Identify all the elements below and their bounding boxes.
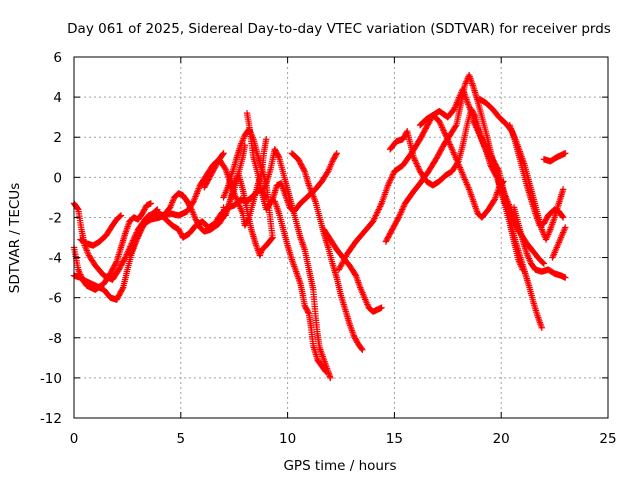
data-point <box>562 224 569 231</box>
data-point <box>559 213 566 220</box>
data-point <box>358 345 365 353</box>
data-point <box>372 212 380 219</box>
y-tick-label: -6 <box>49 291 62 307</box>
data-point <box>263 136 270 143</box>
y-tick-label: -4 <box>49 251 62 267</box>
series-arc-17 <box>416 111 507 221</box>
series-arc-13 <box>320 226 385 315</box>
data-point <box>369 218 377 225</box>
data-point <box>187 204 194 212</box>
x-tick-label: 25 <box>599 431 616 447</box>
data-point <box>74 205 81 212</box>
data-point <box>378 304 385 311</box>
data-point <box>300 166 308 174</box>
data-point <box>333 150 340 157</box>
data-point <box>493 172 500 180</box>
data-point <box>220 204 227 211</box>
data-point <box>562 150 569 157</box>
data-point <box>394 215 402 222</box>
data-point <box>322 368 330 376</box>
data-point <box>112 259 120 267</box>
data-point <box>121 255 128 263</box>
data-point <box>471 112 479 120</box>
data-point <box>374 207 382 215</box>
axis-ticks <box>73 56 609 419</box>
x-axis-label: GPS time / hours <box>283 458 396 474</box>
data-point <box>220 150 227 157</box>
series-arc-22 <box>540 150 569 165</box>
data-point <box>268 197 276 204</box>
plot-frame <box>73 56 609 419</box>
y-tick-label: 2 <box>53 130 62 146</box>
y-tick-label: -8 <box>49 331 62 347</box>
data-point <box>375 206 382 213</box>
data-point <box>377 201 385 209</box>
y-axis-label: SDTVAR / TECUs <box>7 183 23 293</box>
data-point <box>490 197 498 204</box>
series-arc-11 <box>271 198 330 376</box>
data-point <box>305 309 312 316</box>
y-tick-label: 0 <box>53 170 62 186</box>
chart-title: Day 061 of 2025, Sidereal Day-to-day VTE… <box>67 21 611 37</box>
y-tick-label: -2 <box>49 210 62 226</box>
data-point <box>359 346 366 354</box>
y-tick-label: -12 <box>40 411 62 427</box>
y-tick-label: 4 <box>53 90 62 106</box>
series-arc-4 <box>77 212 125 249</box>
x-tick-label: 5 <box>177 431 186 447</box>
data-point <box>376 204 383 212</box>
data-point <box>371 215 378 222</box>
data-point <box>373 210 380 218</box>
x-tick-label: 15 <box>386 431 403 447</box>
data-marks <box>70 71 569 382</box>
data-point <box>117 212 125 219</box>
series-arc-18 <box>470 117 545 331</box>
series-arc-23 <box>549 224 569 261</box>
data-point <box>538 324 545 331</box>
data-point <box>376 203 384 210</box>
data-point <box>147 200 155 207</box>
data-point <box>119 285 126 293</box>
data-point <box>559 186 567 193</box>
x-tick-label: 0 <box>70 431 79 447</box>
series-arc-20 <box>506 121 567 229</box>
data-point <box>370 216 377 224</box>
y-tick-label: -10 <box>40 371 62 387</box>
x-tick-label: 10 <box>279 431 296 447</box>
data-point <box>495 166 502 174</box>
series-arc-21 <box>510 204 569 281</box>
data-point <box>327 374 334 382</box>
data-point <box>351 271 359 278</box>
data-point <box>540 260 548 267</box>
data-point <box>562 274 569 281</box>
data-point <box>324 169 331 176</box>
tick-labels: 0 5 10 15 20 25 -12 -10 -8 -6 -4 -2 0 2 4 6 <box>40 50 617 447</box>
x-tick-label: 20 <box>493 431 510 447</box>
data-point <box>452 123 459 130</box>
data-point <box>219 151 227 158</box>
data-point <box>374 209 381 216</box>
data-point <box>371 213 379 221</box>
data-point <box>539 259 547 266</box>
y-tick-label: 6 <box>53 50 62 66</box>
data-point <box>275 152 282 160</box>
data-point <box>559 214 567 221</box>
data-point <box>332 151 340 158</box>
data-point <box>322 367 329 375</box>
data-point <box>221 164 229 172</box>
data-point <box>116 213 124 220</box>
